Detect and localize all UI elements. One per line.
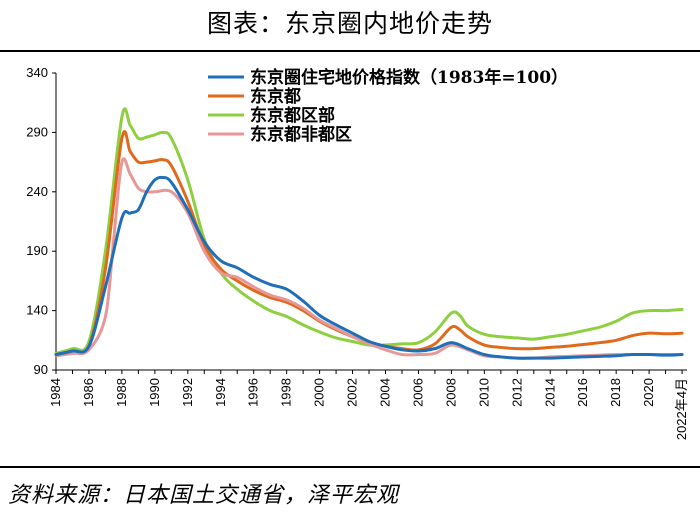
x-end-label: 2022年4月 <box>674 378 689 440</box>
legend-label-2: 东京都 <box>250 86 301 107</box>
y-tick-label: 290 <box>26 124 48 139</box>
x-tick-label: 2002 <box>345 378 360 407</box>
axes: 90 140 190 240 290 340 1984 1986 1988 1990 1992 199… <box>26 65 689 440</box>
series-lines <box>54 107 684 360</box>
x-tick-label: 2004 <box>378 378 393 407</box>
x-tick-label: 2000 <box>312 378 327 407</box>
y-tick-label: 190 <box>26 243 48 258</box>
legend-label-3: 东京都区部 <box>250 105 335 126</box>
series-line-1 <box>54 175 684 360</box>
x-tick-label: 1990 <box>147 378 162 407</box>
line-chart: 90 140 190 240 290 340 1984 1986 1988 1990 1992 199… <box>26 65 689 440</box>
y-tick-label: 240 <box>26 184 48 199</box>
x-tick-label: 1984 <box>48 378 63 407</box>
x-tick-label: 1992 <box>180 378 195 407</box>
x-tick-label: 2020 <box>641 378 656 407</box>
legend-label-1: 东京圈住宅地价格指数（1983年=100） <box>250 67 568 88</box>
x-tick-label: 2012 <box>509 378 524 407</box>
x-tick-label: 2010 <box>476 378 491 407</box>
x-tick-label: 1988 <box>114 378 129 407</box>
y-tick-label: 340 <box>26 65 48 80</box>
x-tick-label: 2016 <box>575 378 590 407</box>
series-line-2 <box>54 130 684 357</box>
x-tick-label: 2008 <box>443 378 458 407</box>
chart-title: 图表：东京圈内地价走势 <box>206 9 493 38</box>
x-tick-label: 2018 <box>608 378 623 407</box>
y-tick-label: 140 <box>26 303 48 318</box>
x-tick-label: 2014 <box>542 378 557 407</box>
x-tick-label: 2006 <box>410 378 425 407</box>
top-rule <box>0 50 700 52</box>
x-tick-label: 1998 <box>279 378 294 407</box>
x-tick-label: 1994 <box>213 378 228 407</box>
legend-label-4: 东京都非都区 <box>250 124 352 145</box>
y-tick-label: 90 <box>34 362 48 377</box>
source-note: 资料来源：日本国土交通省，泽平宏观 <box>8 483 400 508</box>
x-tick-label: 1996 <box>246 378 261 407</box>
x-tick-label: 1986 <box>81 378 96 407</box>
series-line-3 <box>54 107 684 355</box>
bottom-rule <box>0 466 700 468</box>
